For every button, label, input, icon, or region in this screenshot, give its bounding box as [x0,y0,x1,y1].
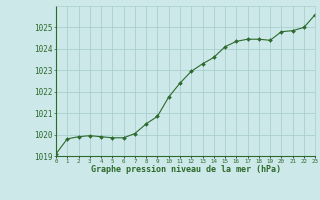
X-axis label: Graphe pression niveau de la mer (hPa): Graphe pression niveau de la mer (hPa) [91,165,281,174]
